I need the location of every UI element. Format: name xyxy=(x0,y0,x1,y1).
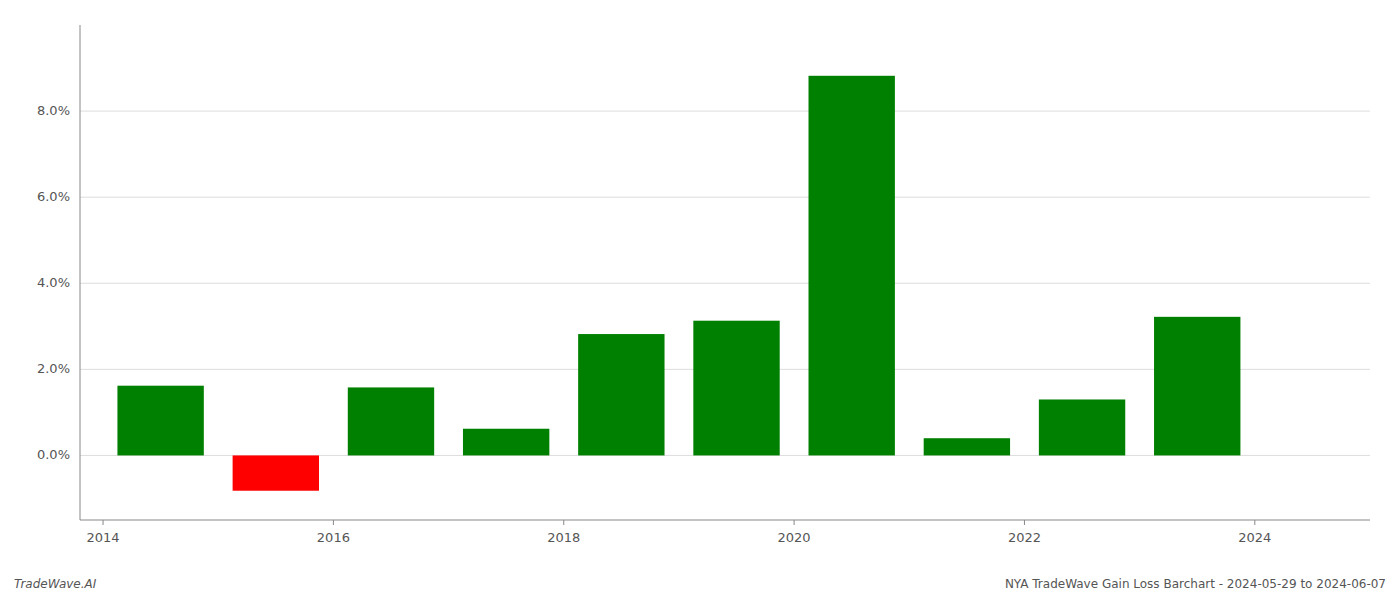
bar xyxy=(463,429,549,456)
y-tick-label: 8.0% xyxy=(37,103,70,118)
x-tick xyxy=(794,520,795,525)
grid-line xyxy=(80,111,1370,112)
bar xyxy=(1154,317,1240,456)
chart-container: 0.0% 2.0% 4.0% 6.0% 8.0% 2014 2016 2018 2020 2022… xyxy=(0,0,1400,600)
x-tick xyxy=(103,520,104,525)
x-tick xyxy=(1254,520,1255,525)
x-tick-label: 2014 xyxy=(86,530,119,545)
y-axis-line xyxy=(80,25,81,520)
grid-line xyxy=(80,283,1370,284)
x-tick-label: 2022 xyxy=(1008,530,1041,545)
x-tick xyxy=(1024,520,1025,525)
bar xyxy=(348,387,434,455)
footer-right: NYA TradeWave Gain Loss Barchart - 2024-… xyxy=(1005,577,1386,591)
x-tick xyxy=(333,520,334,525)
grid xyxy=(80,111,1370,455)
grid-line xyxy=(80,197,1370,198)
bar xyxy=(693,321,779,456)
bar xyxy=(1039,399,1125,455)
y-tick-label: 2.0% xyxy=(37,361,70,376)
x-tick-label: 2016 xyxy=(317,530,350,545)
y-tick-label: 4.0% xyxy=(37,275,70,290)
bars xyxy=(117,76,1240,491)
x-axis-line xyxy=(80,520,1370,521)
x-tick xyxy=(563,520,564,525)
bar xyxy=(233,455,319,490)
bar xyxy=(924,438,1010,455)
chart: 0.0% 2.0% 4.0% 6.0% 8.0% 2014 2016 2018 2020 2022… xyxy=(0,0,1400,600)
footer-left: TradeWave.AI xyxy=(14,577,97,591)
x-tick-label: 2020 xyxy=(778,530,811,545)
y-tick-label: 6.0% xyxy=(37,189,70,204)
bar xyxy=(809,76,895,456)
bar xyxy=(117,386,203,456)
y-tick-label: 0.0% xyxy=(37,447,70,462)
bar xyxy=(578,334,664,455)
x-tick-label: 2024 xyxy=(1238,530,1271,545)
x-tick-label: 2018 xyxy=(547,530,580,545)
